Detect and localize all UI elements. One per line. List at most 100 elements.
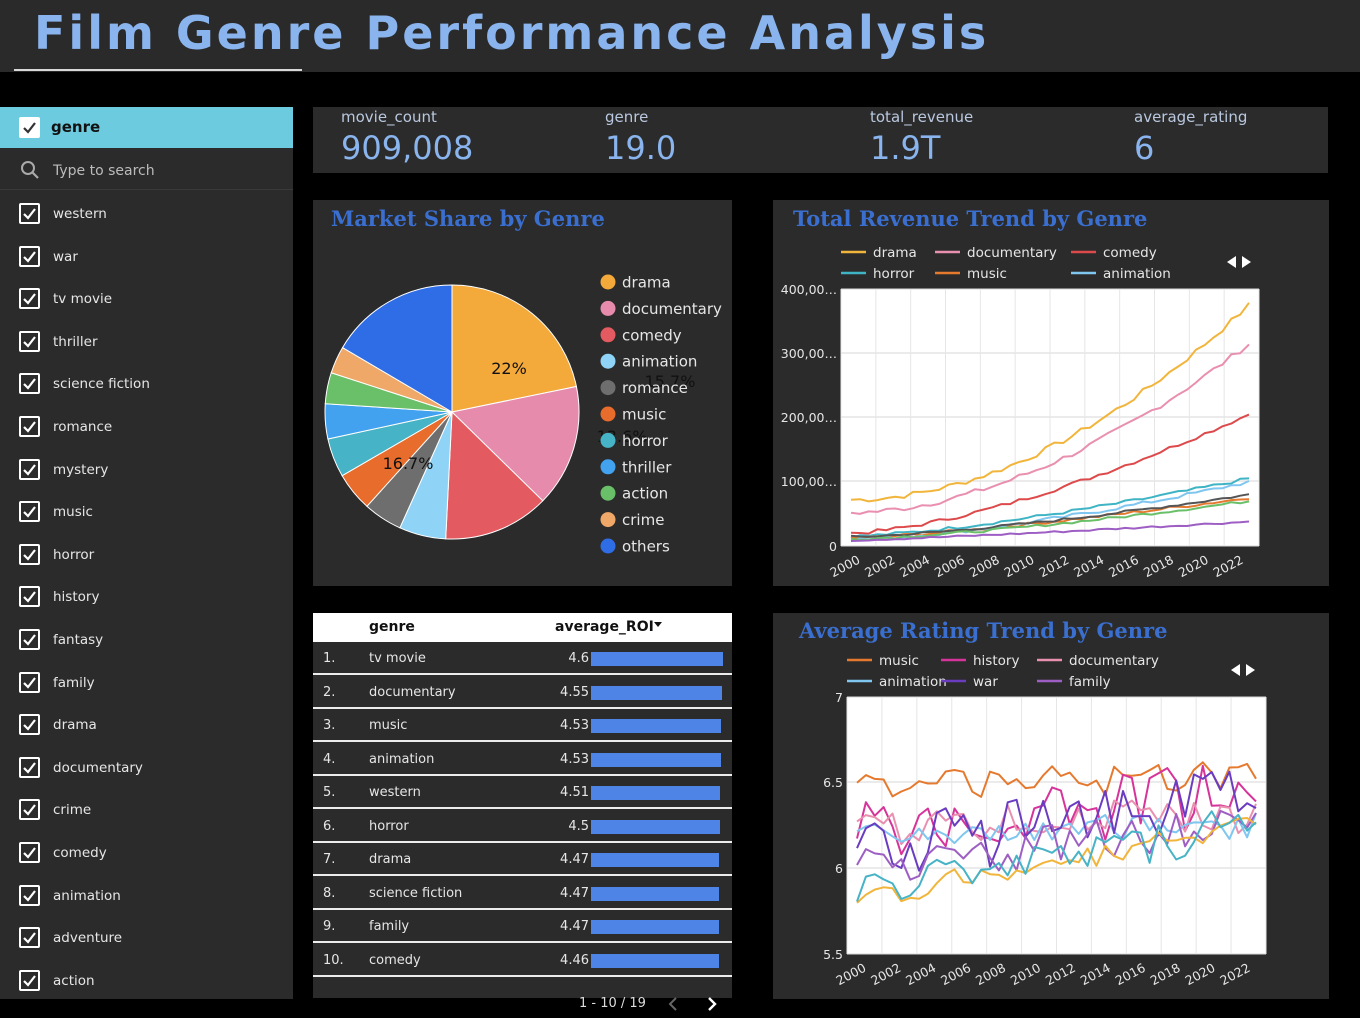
legend-label-crime: crime bbox=[622, 511, 664, 529]
filter-checkbox[interactable] bbox=[19, 756, 40, 778]
filter-item-war[interactable]: war bbox=[0, 236, 293, 278]
filter-item-label: science fiction bbox=[53, 376, 150, 393]
filter-checkbox[interactable] bbox=[19, 927, 40, 949]
pie-slice-drama[interactable] bbox=[451, 284, 578, 413]
pie-label: 15.7% bbox=[645, 372, 696, 391]
filter-checkbox[interactable] bbox=[19, 458, 40, 480]
filter-checkbox[interactable] bbox=[19, 330, 40, 352]
table-row[interactable]: 6. horror 4.5 bbox=[313, 810, 732, 843]
table-row[interactable]: 10. comedy 4.46 bbox=[313, 944, 732, 977]
filter-item-label: documentary bbox=[53, 759, 143, 776]
row-roi-bar bbox=[591, 886, 719, 901]
select-all-row[interactable]: genre bbox=[0, 107, 293, 148]
legend-label-romance: romance bbox=[622, 379, 688, 397]
legend-label-drama: drama bbox=[873, 245, 917, 261]
filter-item-music[interactable]: music bbox=[0, 491, 293, 533]
col-header-genre[interactable]: genre bbox=[369, 619, 415, 635]
row-roi-bar bbox=[591, 853, 719, 867]
pie-slice-documentary[interactable] bbox=[450, 385, 580, 502]
table-row[interactable]: 3. music 4.53 bbox=[313, 709, 732, 742]
filter-item-label: animation bbox=[53, 887, 121, 904]
row-rank: 10. bbox=[323, 952, 344, 968]
legend-prev-icon[interactable] bbox=[1227, 256, 1236, 268]
filter-item-crime[interactable]: crime bbox=[0, 789, 293, 831]
table-row[interactable]: 2. documentary 4.55 bbox=[313, 676, 732, 709]
filter-item-romance[interactable]: romance bbox=[0, 406, 293, 448]
legend-label-comedy: comedy bbox=[622, 326, 682, 344]
table-row[interactable]: 5. western 4.51 bbox=[313, 776, 732, 809]
sort-desc-icon[interactable] bbox=[654, 622, 662, 628]
table-pager: 1 - 10 / 19 bbox=[313, 993, 732, 1015]
filter-item-label: drama bbox=[53, 717, 97, 734]
filter-item-drama[interactable]: drama bbox=[0, 704, 293, 746]
filter-checkbox[interactable] bbox=[19, 245, 40, 267]
filter-checkbox[interactable] bbox=[19, 714, 40, 736]
pie-label: 22% bbox=[491, 359, 527, 378]
legend-next-icon[interactable] bbox=[1246, 664, 1255, 676]
filter-checkbox[interactable] bbox=[19, 288, 40, 310]
filter-item-horror[interactable]: horror bbox=[0, 534, 293, 576]
series-line-family bbox=[856, 809, 1257, 881]
series-line-drama bbox=[850, 302, 1250, 503]
filter-item-family[interactable]: family bbox=[0, 662, 293, 704]
filter-checkbox[interactable] bbox=[19, 373, 40, 395]
legend-prev-icon[interactable] bbox=[1231, 664, 1240, 676]
table-row[interactable]: 9. family 4.47 bbox=[313, 910, 732, 943]
filter-checkbox[interactable] bbox=[19, 203, 40, 224]
next-page-icon[interactable] bbox=[707, 997, 717, 1011]
pie-slice-comedy[interactable] bbox=[445, 410, 544, 540]
legend-next-icon[interactable] bbox=[1242, 256, 1251, 268]
y-tick-label: 0 bbox=[829, 539, 837, 554]
filter-item-action[interactable]: action bbox=[0, 960, 293, 1002]
filter-checkbox[interactable] bbox=[19, 799, 40, 821]
x-tick-label: 2006 bbox=[938, 960, 973, 988]
filter-checkbox[interactable] bbox=[19, 671, 40, 693]
filter-item-history[interactable]: history bbox=[0, 576, 293, 618]
prev-page-icon[interactable] bbox=[668, 997, 678, 1011]
legend-label-war: war bbox=[973, 674, 998, 690]
filter-item-label: romance bbox=[53, 419, 113, 435]
col-header-roi[interactable]: average_ROI bbox=[555, 619, 654, 635]
filter-item-fantasy[interactable]: fantasy bbox=[0, 619, 293, 661]
table-row[interactable]: 8. science fiction 4.47 bbox=[313, 877, 732, 910]
select-all-checkbox[interactable] bbox=[19, 117, 40, 138]
filter-checkbox[interactable] bbox=[19, 586, 40, 608]
filter-item-documentary[interactable]: documentary bbox=[0, 747, 293, 789]
filter-item-tv-movie[interactable]: tv movie bbox=[0, 278, 293, 320]
x-tick-label: 2012 bbox=[1036, 552, 1071, 580]
filter-checkbox[interactable] bbox=[19, 969, 40, 991]
filter-item-animation[interactable]: animation bbox=[0, 875, 293, 917]
pie-slice-others[interactable] bbox=[341, 284, 453, 413]
filter-item-adventure[interactable]: adventure bbox=[0, 917, 293, 959]
filter-checkbox[interactable] bbox=[19, 884, 40, 906]
table-row[interactable]: 7. drama 4.47 bbox=[313, 843, 732, 876]
x-tick-label: 2020 bbox=[1182, 960, 1217, 988]
metric-value: 6 bbox=[1134, 129, 1155, 167]
filter-checkbox[interactable] bbox=[19, 416, 40, 437]
legend-label-drama: drama bbox=[622, 274, 671, 292]
table-row[interactable]: 4. animation 4.53 bbox=[313, 743, 732, 776]
revenue-line-chart: drama documentary comedy horror music animati… bbox=[781, 245, 1260, 580]
filter-item-science-fiction[interactable]: science fiction bbox=[0, 363, 293, 405]
series-line-documentary bbox=[850, 343, 1250, 515]
filter-item-thriller[interactable]: thriller bbox=[0, 321, 293, 363]
pie-label: 16.7% bbox=[383, 454, 434, 473]
filter-item-mystery[interactable]: mystery bbox=[0, 449, 293, 491]
row-rank: 2. bbox=[323, 684, 336, 700]
legend-swatch bbox=[600, 432, 616, 448]
search-input[interactable]: Type to search bbox=[53, 163, 155, 179]
filter-checkbox[interactable] bbox=[19, 842, 40, 863]
table-row[interactable]: 1. tv movie 4.6 bbox=[313, 642, 732, 675]
filter-checkbox[interactable] bbox=[19, 629, 40, 650]
y-tick-label: 5.5 bbox=[823, 947, 843, 962]
filter-checkbox[interactable] bbox=[19, 501, 40, 523]
y-tick-label: 7 bbox=[835, 690, 843, 705]
search-row[interactable]: Type to search bbox=[0, 150, 293, 190]
filter-item-comedy[interactable]: comedy bbox=[0, 832, 293, 874]
row-roi-value: 4.47 bbox=[560, 852, 589, 867]
rating-line-chart: music history documentary animation war famil… bbox=[823, 653, 1267, 988]
title-underline bbox=[14, 69, 302, 71]
filter-checkbox[interactable] bbox=[19, 543, 40, 565]
filter-item-western[interactable]: western bbox=[0, 193, 293, 235]
pie-chart: 22%15.7%13.6%16.7%dramadocumentarycomedy… bbox=[324, 274, 722, 556]
